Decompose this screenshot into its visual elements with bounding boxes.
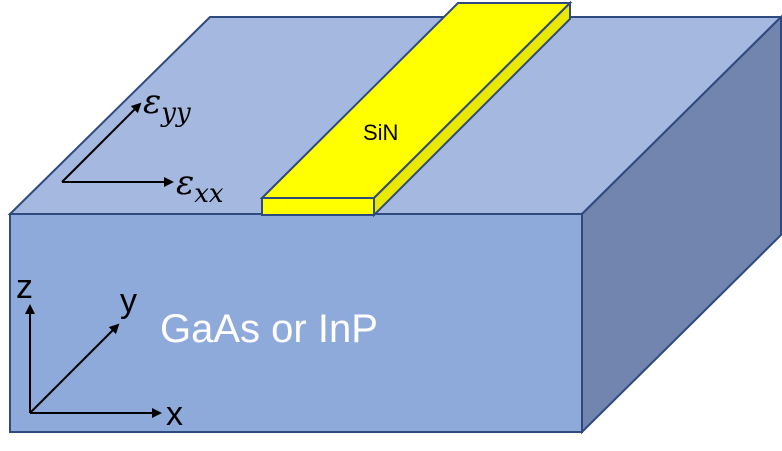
sin-strip: SiN [259,0,573,218]
substrate-label: GaAs or InP [160,307,378,351]
strain-yy-subscript: yy [160,98,191,128]
y-axis-label: y [120,282,137,320]
strain-xx-label: εxx [176,163,224,209]
y-axis-arrow [29,323,120,414]
strain-axes: εyy εxx [61,82,224,209]
strain-yy-label: εyy [143,82,191,128]
sin-label: SiN [363,120,398,145]
x-axis-label: x [166,395,183,433]
substrate-front-face [9,213,583,433]
sin-strip-front-face [261,197,375,216]
z-axis-label: z [16,268,33,306]
coordinate-axes: z y x [16,268,183,433]
strain-xx-symbol: ε [176,163,194,203]
strain-yy-symbol: ε [143,82,161,122]
strain-xx-subscript: xx [194,179,224,209]
strain-yy-arrow [61,102,142,183]
